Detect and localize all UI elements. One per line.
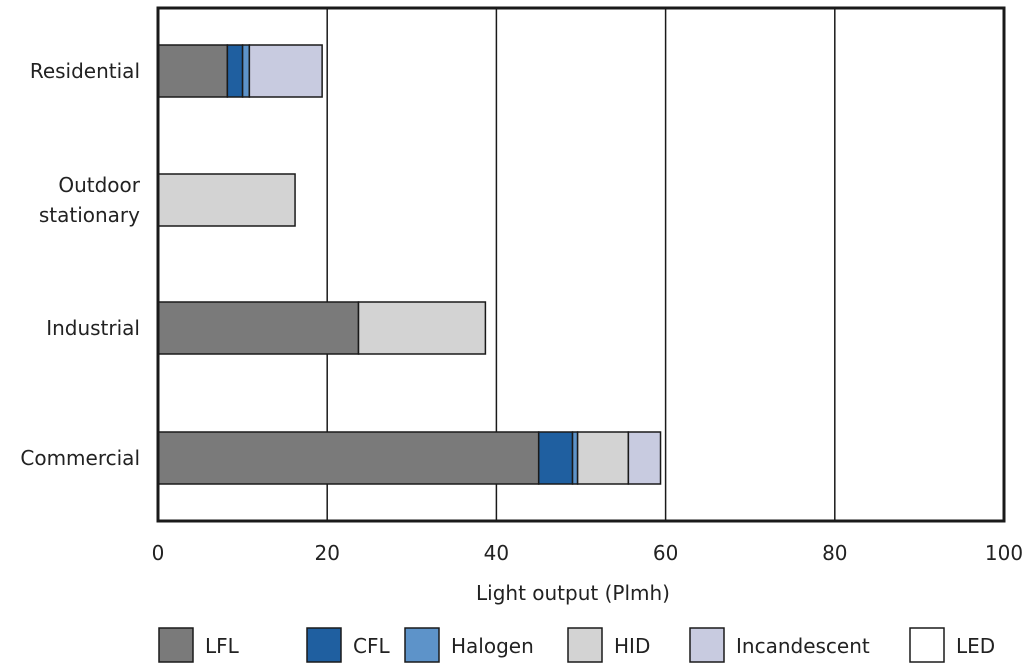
bar-segment — [627, 431, 662, 485]
category-label: Outdoor stationary — [39, 173, 141, 227]
legend-label: Halogen — [451, 634, 534, 658]
bar-segment — [157, 431, 540, 485]
category-labels: Residential Outdoor stationary Industrial Co… — [20, 59, 140, 470]
x-tick-label: 100 — [985, 541, 1023, 565]
legend-swatch — [306, 627, 342, 663]
bar-segment — [571, 431, 579, 485]
x-tick-labels: 0 20 40 60 80 100 — [152, 541, 1023, 565]
bar-segment — [241, 44, 251, 98]
legend-swatch — [158, 627, 194, 663]
bar-segment — [248, 44, 323, 98]
legend-swatch — [689, 627, 725, 663]
x-tick-label: 20 — [314, 541, 339, 565]
bar-segment — [157, 301, 360, 355]
category-label: Commercial — [20, 446, 140, 470]
bar-segment — [226, 44, 244, 98]
legend-swatch — [909, 627, 945, 663]
bar-segment — [357, 301, 487, 355]
legend-label: LFL — [205, 634, 240, 658]
legend: LFL CFL Halogen HID Incandescent LED — [158, 627, 995, 663]
legend-item: CFL — [306, 627, 390, 663]
legend-swatch — [404, 627, 440, 663]
legend-swatch — [567, 627, 603, 663]
x-tick-label: 80 — [822, 541, 847, 565]
legend-item: LED — [909, 627, 995, 663]
category-label: Industrial — [46, 316, 140, 340]
legend-label: LED — [956, 634, 995, 658]
legend-label: CFL — [353, 634, 390, 658]
legend-label: Incandescent — [736, 634, 870, 658]
legend-item: Halogen — [404, 627, 534, 663]
bar-segment — [537, 431, 574, 485]
x-tick-label: 0 — [152, 541, 165, 565]
bar-segment — [157, 44, 229, 98]
legend-label: HID — [614, 634, 650, 658]
x-tick-label: 60 — [653, 541, 678, 565]
plot-frame — [156, 6, 1006, 523]
bars-layer — [157, 44, 662, 485]
legend-item: LFL — [158, 627, 240, 663]
legend-item: HID — [567, 627, 650, 663]
bar-segment — [157, 173, 296, 227]
bar-segment — [576, 431, 630, 485]
category-label: Residential — [30, 59, 140, 83]
x-tick-label: 40 — [484, 541, 509, 565]
x-axis-title: Light output (Plmh) — [476, 581, 670, 605]
legend-item: Incandescent — [689, 627, 870, 663]
